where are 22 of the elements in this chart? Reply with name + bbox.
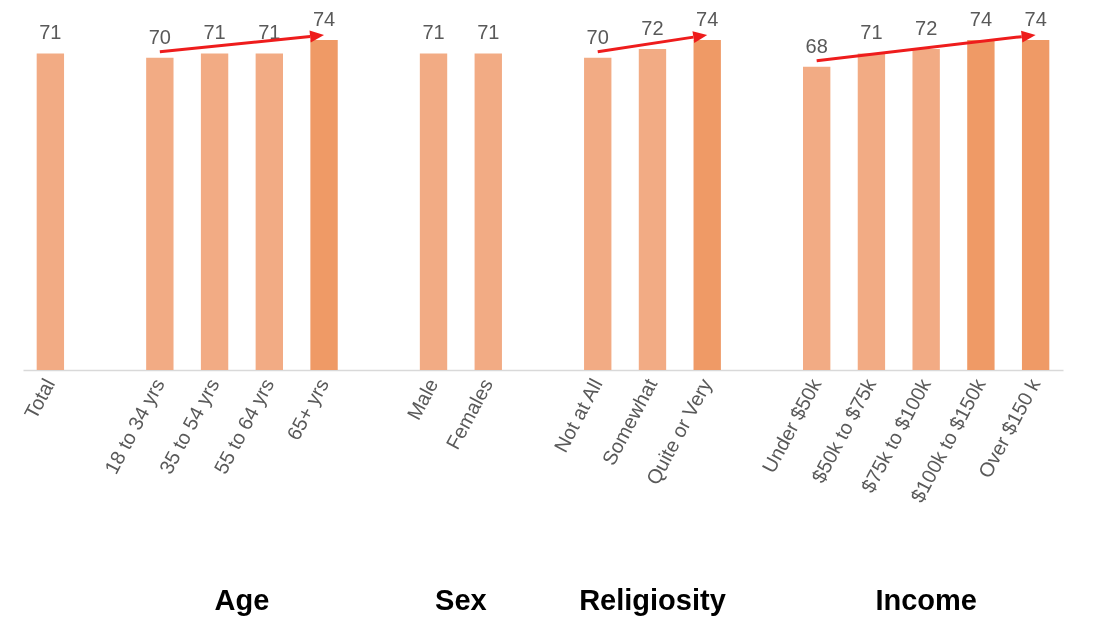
data-label: 74 (696, 8, 719, 30)
text: Age (214, 584, 270, 617)
data-label: 72 (641, 16, 664, 39)
data-label: 68 (805, 34, 828, 57)
data-label: 70 (586, 25, 609, 48)
data-label: 71 (203, 21, 226, 44)
data-label: 71 (39, 21, 62, 44)
text: Sex (435, 584, 487, 617)
data-label: 74 (312, 8, 336, 30)
data-label: 71 (258, 21, 281, 44)
data-label: 71 (860, 21, 883, 44)
x-tick-label: Total (19, 374, 60, 423)
data-label: 70 (148, 25, 171, 48)
data-label: 74 (1024, 8, 1047, 30)
x-tick-label: Male (402, 374, 443, 424)
text: Income (875, 584, 977, 617)
data-label: 71 (422, 21, 445, 44)
data-label: 71 (477, 21, 500, 44)
data-label: 72 (915, 16, 938, 39)
text: Religiosity (579, 584, 726, 617)
x-tick-label: 65+ yrs (282, 374, 333, 444)
data-label: 74 (969, 8, 993, 30)
